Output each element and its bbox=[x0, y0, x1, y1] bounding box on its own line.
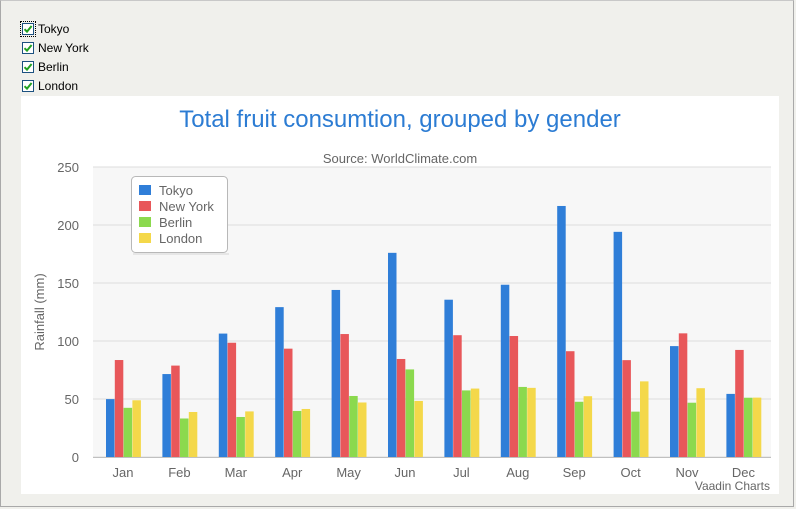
legend-label: London bbox=[159, 231, 202, 246]
checkbox-label: London bbox=[38, 79, 79, 93]
x-tick-label: Aug bbox=[506, 465, 529, 480]
chart-subtitle: Source: WorldClimate.com bbox=[323, 151, 477, 166]
y-tick-label: 150 bbox=[57, 276, 79, 291]
bar-berlin-mar bbox=[236, 416, 245, 457]
bar-tokyo-aug bbox=[500, 284, 510, 457]
checkmark-icon bbox=[23, 25, 33, 34]
bar-london-aug bbox=[527, 387, 536, 457]
bar-tokyo-feb bbox=[162, 374, 171, 457]
x-tick-label: Nov bbox=[675, 465, 699, 480]
series-checkbox-berlin[interactable]: Berlin bbox=[22, 59, 69, 75]
bar-new-york-nov bbox=[678, 333, 688, 457]
legend-shadow bbox=[133, 253, 229, 255]
x-tick-label: Apr bbox=[282, 465, 303, 480]
bar-tokyo-jul bbox=[444, 299, 453, 457]
checkmark-icon bbox=[23, 44, 33, 53]
bar-london-sep bbox=[583, 396, 593, 457]
bar-london-oct bbox=[640, 381, 649, 457]
y-axis-label: Rainfall (mm) bbox=[32, 273, 47, 350]
series-checkbox-new-york[interactable]: New York bbox=[22, 40, 89, 56]
bar-new-york-dec bbox=[735, 349, 744, 457]
column-chart: 0 50 100 150 200 250 Total fruit consumtion, g… bbox=[32, 106, 771, 493]
checkmark-icon bbox=[23, 63, 33, 72]
bar-new-york-may bbox=[340, 334, 349, 457]
bar-london-may bbox=[358, 402, 367, 457]
series-checkbox-london[interactable]: London bbox=[22, 78, 78, 94]
bar-tokyo-dec bbox=[726, 393, 735, 457]
x-tick-label: Sep bbox=[563, 465, 586, 480]
x-tick-label: Jul bbox=[453, 465, 470, 480]
chart-title: Total fruit consumtion, grouped by gende… bbox=[179, 106, 621, 133]
bar-tokyo-jan bbox=[106, 399, 115, 457]
bar-berlin-jan bbox=[123, 407, 133, 457]
bar-berlin-dec bbox=[744, 397, 753, 457]
legend-swatch-berlin bbox=[139, 217, 151, 227]
bar-berlin-nov bbox=[687, 402, 697, 457]
bar-new-york-mar bbox=[227, 342, 237, 457]
bar-tokyo-jun bbox=[388, 252, 397, 457]
series-checkbox-tokyo[interactable]: Tokyo bbox=[20, 21, 70, 37]
bar-london-dec bbox=[752, 397, 762, 457]
checkbox-box[interactable] bbox=[22, 42, 34, 54]
y-tick-label: 250 bbox=[57, 160, 79, 175]
checkbox-label: Berlin bbox=[38, 60, 69, 74]
bar-london-jul bbox=[470, 388, 480, 457]
y-tick-label: 200 bbox=[57, 218, 79, 233]
bar-new-york-jan bbox=[114, 360, 124, 457]
bar-new-york-sep bbox=[566, 351, 575, 457]
legend-swatch-new-york bbox=[139, 201, 151, 211]
legend-box bbox=[131, 176, 228, 253]
legend-swatch-london bbox=[139, 233, 151, 243]
bar-berlin-aug bbox=[518, 386, 527, 457]
bar-tokyo-oct bbox=[613, 231, 623, 457]
checkbox-box[interactable] bbox=[20, 21, 36, 37]
x-tick-label: Feb bbox=[168, 465, 190, 480]
bar-new-york-jul bbox=[453, 335, 462, 457]
bar-berlin-may bbox=[349, 395, 358, 457]
bar-tokyo-may bbox=[331, 289, 341, 457]
legend-label: Berlin bbox=[159, 215, 192, 230]
x-tick-label: Oct bbox=[620, 465, 641, 480]
credits-label: Vaadin Charts bbox=[695, 479, 770, 493]
x-tick-label: May bbox=[336, 465, 361, 480]
x-tick-label: Jun bbox=[395, 465, 416, 480]
x-tick-label: Jan bbox=[113, 465, 134, 480]
bar-london-jan bbox=[132, 400, 141, 457]
bar-berlin-jun bbox=[405, 369, 415, 457]
bar-london-mar bbox=[245, 411, 254, 457]
x-tick-label: Dec bbox=[732, 465, 756, 480]
checkbox-box[interactable] bbox=[22, 80, 34, 92]
bar-tokyo-sep bbox=[557, 205, 566, 457]
bar-berlin-feb bbox=[180, 418, 189, 457]
bar-london-feb bbox=[188, 411, 198, 457]
bar-new-york-oct bbox=[622, 360, 631, 457]
y-tick-label: 0 bbox=[72, 450, 79, 465]
bar-london-jun bbox=[414, 400, 423, 457]
bar-berlin-apr bbox=[292, 410, 302, 457]
legend-swatch-tokyo bbox=[139, 185, 151, 195]
bar-new-york-feb bbox=[171, 365, 180, 457]
legend-label: Tokyo bbox=[159, 183, 193, 198]
chart-panel: 0 50 100 150 200 250 Total fruit consumtion, g… bbox=[21, 96, 779, 494]
checkbox-label: Tokyo bbox=[38, 22, 70, 36]
bar-new-york-aug bbox=[509, 336, 519, 457]
bar-tokyo-mar bbox=[218, 333, 228, 457]
y-tick-label: 100 bbox=[57, 334, 79, 349]
bar-london-nov bbox=[696, 388, 705, 457]
bar-london-apr bbox=[301, 408, 311, 457]
bar-new-york-apr bbox=[284, 348, 293, 457]
checkbox-box[interactable] bbox=[22, 61, 34, 73]
x-tick-label: Mar bbox=[225, 465, 248, 480]
y-tick-label: 50 bbox=[65, 392, 79, 407]
bar-berlin-sep bbox=[574, 401, 584, 457]
legend-label: New York bbox=[159, 199, 214, 214]
bar-new-york-jun bbox=[396, 358, 406, 457]
bar-berlin-oct bbox=[631, 411, 640, 457]
checkbox-label: New York bbox=[38, 41, 89, 55]
bar-tokyo-nov bbox=[670, 346, 679, 457]
bar-berlin-jul bbox=[462, 390, 471, 457]
bar-tokyo-apr bbox=[275, 307, 284, 457]
checkmark-icon bbox=[23, 82, 33, 91]
